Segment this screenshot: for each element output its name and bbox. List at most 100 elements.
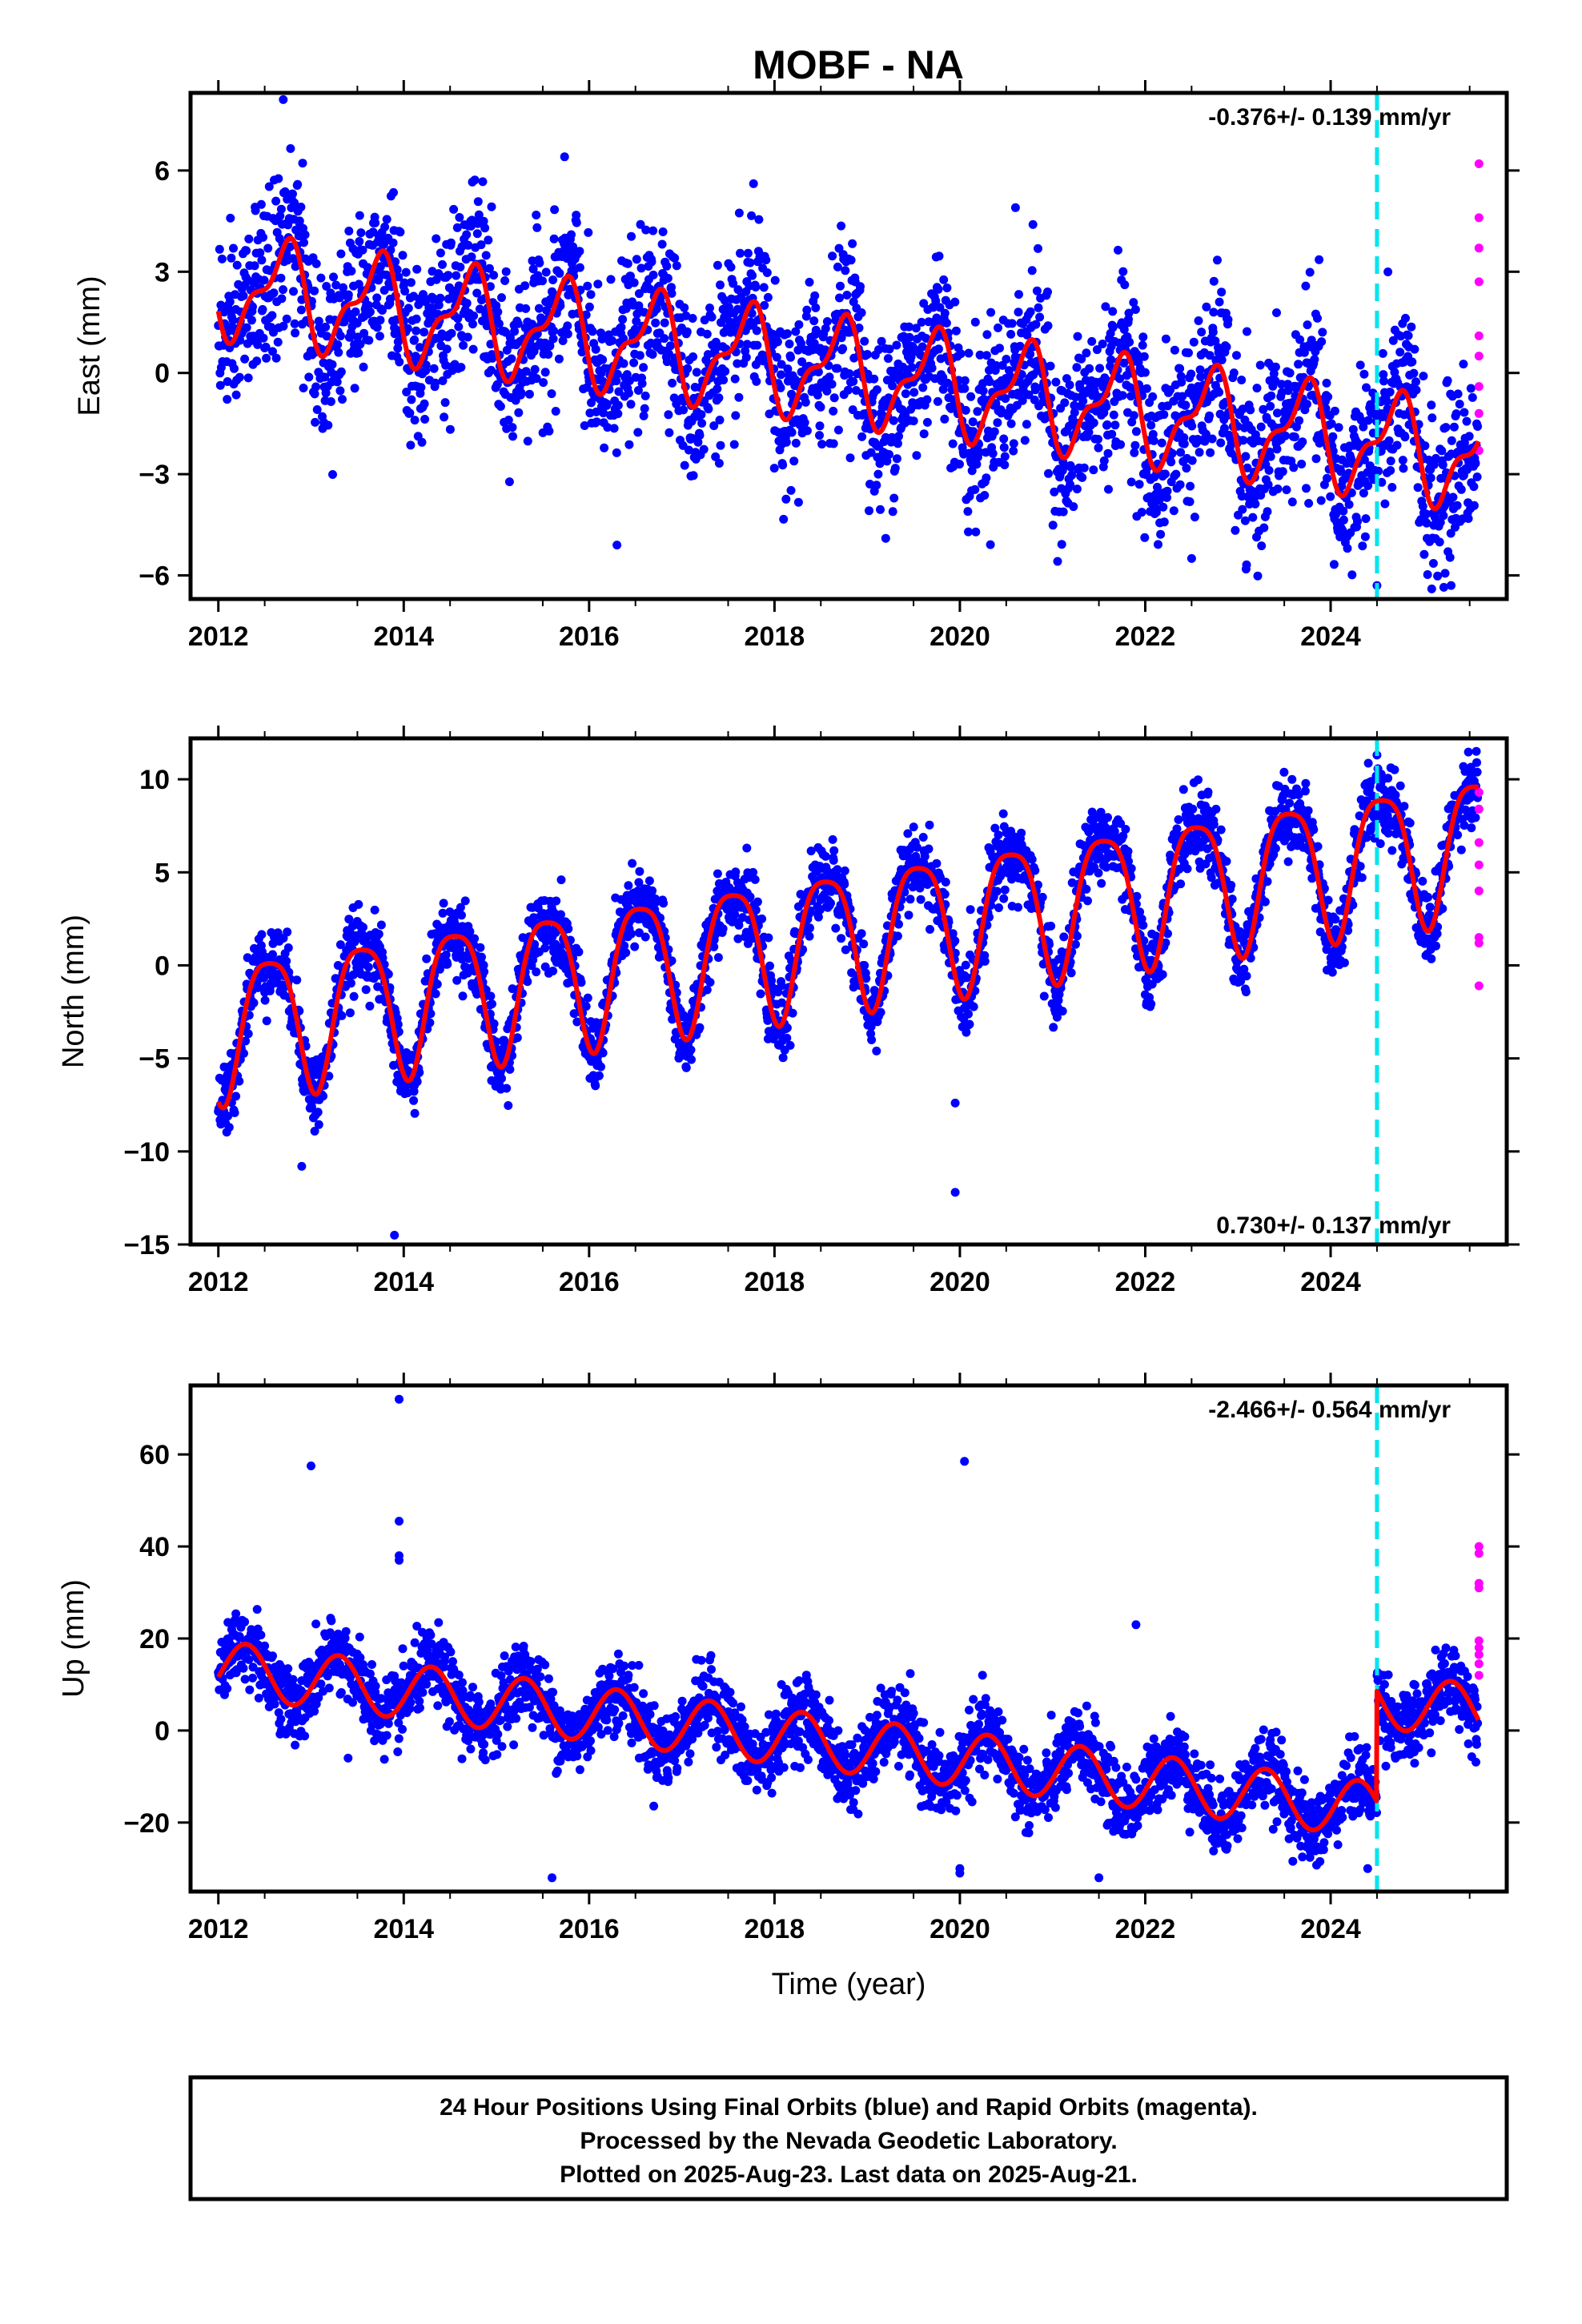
east-data-point [1435, 537, 1444, 547]
east-data-point [1237, 376, 1247, 384]
north-data-point [805, 931, 814, 941]
east-data-point [603, 423, 612, 432]
east-data-point [555, 268, 564, 278]
north-data-point [337, 1011, 347, 1020]
east-data-point [632, 316, 641, 326]
east-data-point [1452, 409, 1461, 419]
north-data-point [731, 867, 741, 877]
east-data-point [599, 408, 608, 418]
east-data-point [609, 424, 619, 433]
east-data-point [575, 263, 584, 272]
east-data-point [963, 507, 973, 517]
east-data-point [548, 275, 558, 284]
east-data-point [1065, 380, 1074, 390]
east-data-point [1130, 305, 1140, 314]
east-data-point [714, 459, 724, 468]
east-data-point [1439, 511, 1448, 521]
east-data-point [335, 332, 345, 340]
east-data-point [802, 426, 812, 436]
east-data-point [1303, 400, 1311, 409]
north-data-point [596, 1062, 605, 1072]
east-data-point [975, 448, 984, 457]
east-data-point [930, 374, 940, 384]
east-data-point [542, 306, 552, 316]
east-data-point [815, 431, 824, 440]
north-data-point [687, 1055, 696, 1064]
east-data-point [484, 263, 494, 273]
east-data-point [626, 400, 636, 409]
figure-title: MOBF - NA [753, 42, 964, 87]
east-data-point [1256, 422, 1266, 432]
east-data-point [1257, 541, 1267, 551]
east-data-point [948, 439, 958, 448]
east-data-point [431, 378, 440, 388]
east-data-point [476, 240, 486, 250]
east-data-point [550, 205, 560, 215]
east-data-point [982, 473, 991, 483]
east-data-point [927, 364, 937, 373]
east-data-point [922, 417, 932, 427]
east-data-point [338, 395, 347, 404]
east-data-point [935, 303, 945, 312]
east-data-point [1142, 384, 1151, 393]
east-data-point [1385, 388, 1395, 396]
east-data-point [474, 210, 484, 219]
east-data-point [1355, 360, 1365, 370]
east-data-point [227, 253, 236, 263]
north-data-point [648, 886, 657, 895]
east-data-point [991, 399, 1001, 408]
east-data-point [1472, 472, 1482, 481]
north-data-point [458, 991, 468, 1001]
east-data-point [905, 322, 913, 332]
north-data-point [230, 1108, 239, 1117]
east-data-point [493, 308, 503, 316]
north-data-point [821, 851, 830, 861]
east-data-point [353, 332, 363, 342]
east-data-point [816, 402, 825, 412]
east-data-point [785, 340, 794, 348]
east-data-point [544, 350, 553, 359]
east-data-point [1272, 308, 1281, 317]
east-data-point [274, 174, 283, 183]
east-data-point [624, 440, 634, 449]
east-data-point [713, 260, 722, 270]
east-data-point [1455, 400, 1464, 409]
east-data-point [883, 354, 893, 364]
east-data-point [1301, 281, 1311, 291]
east-data-point [782, 329, 792, 339]
east-data-point [1303, 320, 1312, 330]
east-data-point [720, 296, 729, 305]
east-data-point [634, 289, 644, 299]
north-data-point [283, 943, 293, 952]
east-data-point [1138, 332, 1148, 342]
east-data-point [243, 373, 253, 383]
east-data-point [651, 318, 661, 328]
east-data-point [940, 308, 950, 318]
east-data-point [999, 443, 1009, 452]
east-data-point [1209, 276, 1219, 286]
north-data-point [635, 866, 644, 876]
east-data-point [971, 527, 981, 537]
east-data-point [692, 368, 701, 377]
east-data-point [770, 275, 780, 285]
east-data-point [1271, 362, 1280, 372]
east-data-point [1058, 507, 1068, 517]
east-data-point [464, 240, 473, 250]
east-data-point [532, 223, 542, 232]
east-data-point [761, 255, 771, 265]
east-data-point [1438, 460, 1447, 469]
east-data-point [1395, 348, 1405, 357]
east-data-point [386, 245, 396, 255]
east-data-point [535, 258, 544, 267]
north-data-point [750, 875, 760, 884]
east-data-point [354, 348, 363, 358]
east-data-point [666, 341, 675, 351]
east-data-point [1329, 560, 1339, 569]
east-data-point [332, 377, 342, 387]
east-data-point [1251, 499, 1260, 509]
east-data-point [635, 351, 644, 360]
east-data-point [1243, 327, 1251, 336]
east-data-point [1069, 502, 1078, 512]
